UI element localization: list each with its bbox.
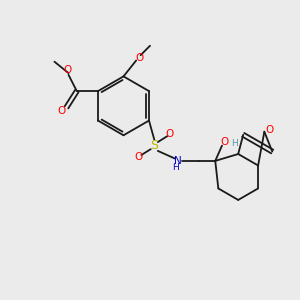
Text: N: N bbox=[174, 156, 182, 166]
Text: H: H bbox=[231, 139, 238, 148]
Text: O: O bbox=[266, 125, 274, 135]
Text: O: O bbox=[166, 129, 174, 139]
Text: H: H bbox=[172, 163, 179, 172]
Text: O: O bbox=[135, 152, 143, 162]
Text: S: S bbox=[150, 139, 158, 152]
Text: O: O bbox=[57, 106, 65, 116]
Text: O: O bbox=[64, 65, 72, 75]
Text: O: O bbox=[221, 137, 229, 147]
Text: O: O bbox=[135, 53, 143, 63]
